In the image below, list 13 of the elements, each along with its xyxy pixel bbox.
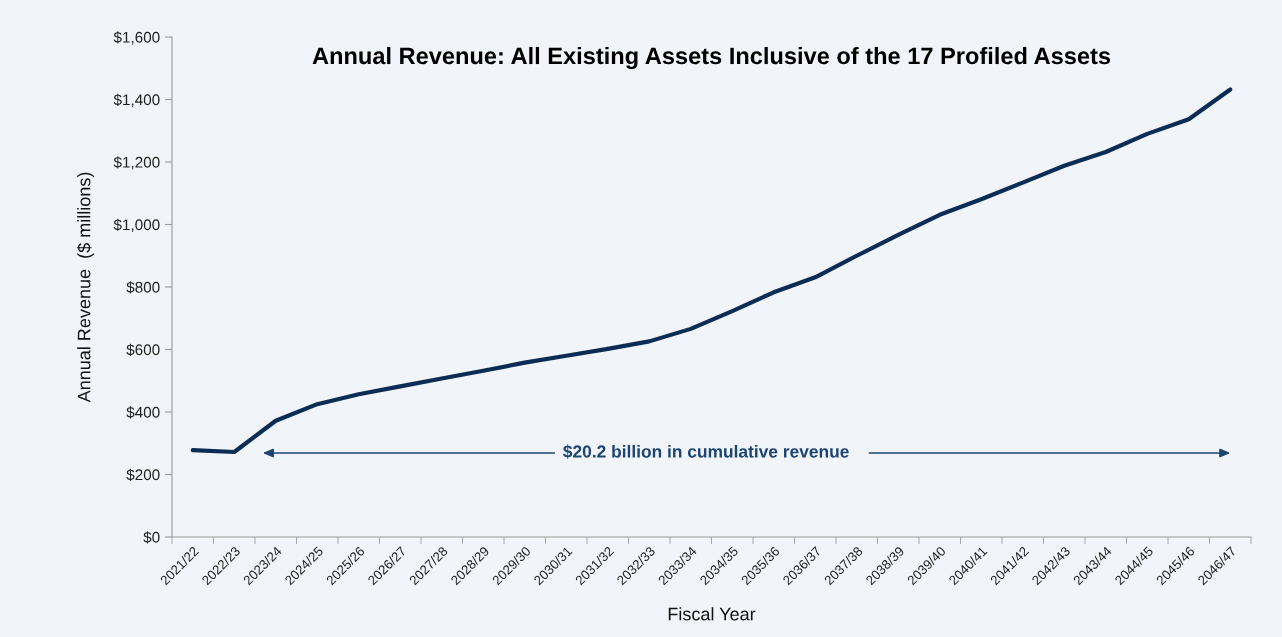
- x-axis-title: Fiscal Year: [668, 607, 756, 621]
- y-tick-label: $1,400: [113, 93, 160, 107]
- y-tick-label: $1,200: [113, 156, 160, 170]
- y-tick-label: $1,600: [113, 31, 160, 45]
- y-tick-label: $800: [126, 281, 160, 294]
- y-tick-label: $400: [126, 406, 160, 419]
- y-axis-title: Annual Revenue ($ millions): [76, 172, 95, 403]
- chart-title: Annual Revenue: All Existing Assets Inclusive of the 17 Profiled Assets: [312, 46, 1111, 70]
- y-tick-label: $0: [143, 531, 160, 544]
- y-tick-label: $600: [126, 343, 160, 357]
- y-tick-label: $200: [126, 468, 160, 482]
- annotation: $20.2 billion in cumulative revenue: [563, 444, 849, 459]
- y-tick-label: $1,000: [113, 218, 160, 232]
